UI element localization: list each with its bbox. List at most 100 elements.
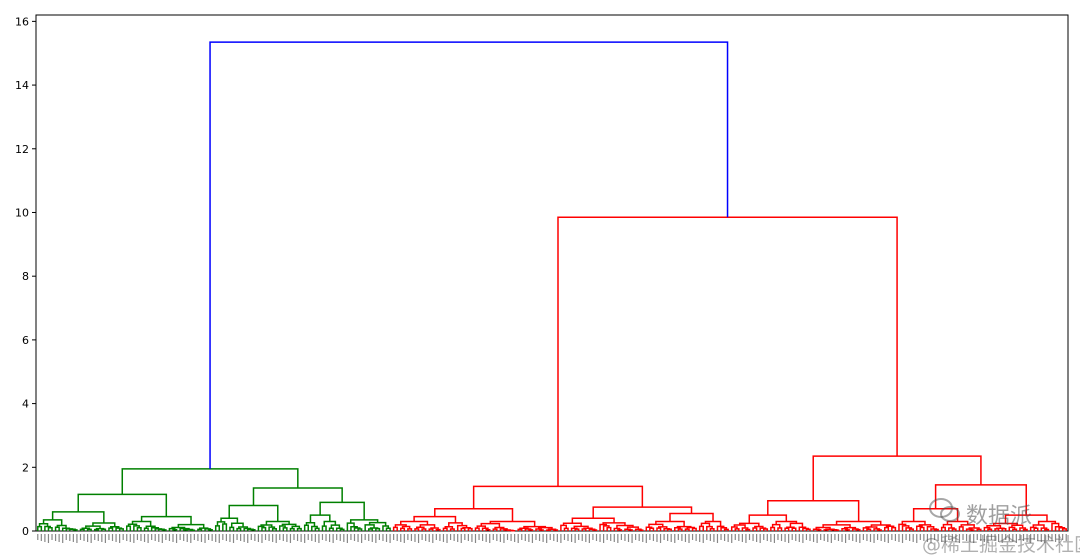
leaf-label-mark: [877, 534, 879, 540]
y-tick-label: 6: [22, 334, 29, 347]
leaf-label-mark: [570, 534, 573, 542]
leaf-label-mark: [193, 534, 195, 540]
leaf-label-mark: [197, 534, 199, 541]
leaf-label-mark: [328, 534, 331, 542]
leaf-label-mark: [296, 534, 299, 541]
dendrogram-link: [992, 522, 1019, 526]
leaf-label-mark: [823, 534, 825, 541]
y-tick-label: 12: [15, 143, 29, 156]
dendrogram-link: [883, 526, 890, 531]
dendrogram-link: [812, 455, 982, 501]
dendrogram-link: [986, 524, 1002, 529]
dendrogram-link: [535, 528, 543, 531]
leaf-label-mark: [524, 534, 526, 541]
leaf-label-mark: [442, 534, 445, 542]
leaf-label-mark: [250, 534, 252, 540]
dendrogram-link: [523, 525, 547, 529]
leaf-label-mark: [901, 534, 904, 543]
leaf-label-mark: [820, 534, 822, 540]
dendrogram-link: [791, 527, 797, 531]
dendrogram-link: [198, 527, 209, 530]
dendrogram-link: [686, 526, 696, 530]
leaf-label-mark: [371, 534, 373, 542]
leaf-label-mark: [884, 534, 886, 542]
dendrogram-link: [663, 527, 671, 531]
dendrogram-link: [392, 526, 398, 531]
dendrogram-link: [976, 528, 982, 531]
dendrogram-link: [261, 526, 267, 531]
leaf-label-mark: [478, 534, 480, 540]
leaf-label-mark: [225, 534, 227, 541]
dendrogram-link: [898, 523, 907, 531]
dendrogram-link: [873, 528, 881, 531]
leaf-label-mark: [969, 534, 971, 542]
leaf-label-mark: [439, 534, 441, 541]
leaf-label-mark: [47, 534, 50, 543]
leaf-label-mark: [126, 534, 128, 541]
leaf-label-mark: [279, 534, 281, 540]
leaf-label-mark: [336, 534, 338, 540]
leaf-label-mark: [727, 534, 729, 542]
dendrogram-link: [413, 515, 457, 523]
leaf-label-mark: [62, 534, 64, 543]
leaf-label-mark: [930, 534, 932, 543]
leaf-label-mark: [812, 534, 815, 542]
dendrogram-link: [573, 525, 589, 529]
leaf-label-mark: [425, 534, 427, 541]
dendrogram-link: [296, 527, 302, 531]
dendrogram-link: [812, 528, 820, 531]
dendrogram-link: [481, 527, 489, 531]
leaf-label-mark: [400, 534, 402, 542]
dendrogram-link: [592, 506, 693, 519]
leaf-label-mark: [1044, 534, 1046, 543]
dendrogram-link: [648, 523, 664, 528]
leaf-label-mark: [887, 534, 889, 543]
leaf-label-mark: [691, 534, 694, 540]
leaf-label-mark: [713, 534, 715, 542]
leaf-label-mark: [1051, 534, 1053, 541]
leaf-label-mark: [610, 534, 612, 541]
leaf-label-mark: [944, 534, 946, 543]
dendrogram-link: [47, 526, 53, 531]
dendrogram-link: [472, 485, 644, 509]
dendrogram-link: [42, 519, 63, 526]
y-axis: 0 2 4 6 8 10 12 14 16: [15, 15, 36, 538]
leaf-label-mark: [183, 534, 185, 541]
leaf-label-mark: [1001, 534, 1003, 543]
leaf-label-mark: [410, 534, 413, 541]
leaf-label-mark: [531, 534, 534, 543]
leaf-label-mark: [862, 534, 864, 540]
dendrogram-link: [140, 515, 192, 525]
leaf-label-mark: [592, 534, 594, 540]
y-tick-label: 10: [15, 206, 29, 219]
leaf-label-mark: [983, 534, 985, 542]
dendrogram-link: [214, 525, 221, 531]
leaf-label-mark: [268, 534, 270, 541]
leaf-label-mark: [69, 534, 71, 541]
dendrogram-link: [369, 527, 379, 530]
leaf-label-mark: [802, 534, 804, 543]
leaf-label-mark: [848, 534, 850, 540]
dendrogram-link: [865, 526, 878, 529]
leaf-label-mark: [1005, 534, 1007, 540]
leaf-label-mark: [190, 534, 192, 543]
leaf-label-mark: [474, 534, 477, 543]
leaf-label-mark: [585, 534, 587, 542]
leaf-label-mark: [773, 534, 776, 543]
leaf-label-mark: [752, 534, 754, 541]
leaf-label-mark: [254, 534, 256, 541]
dendrogram-link: [919, 526, 925, 531]
leaf-label-mark: [909, 534, 911, 541]
leaf-label-mark: [460, 534, 462, 543]
leaf-label-mark: [435, 534, 437, 540]
dendrogram-link: [634, 528, 642, 531]
leaf-label-mark: [759, 534, 761, 543]
dendrogram-link: [528, 529, 534, 531]
leaf-label-mark: [912, 534, 914, 542]
y-tick-label: 4: [22, 398, 29, 411]
leaf-label-mark: [688, 534, 690, 543]
dendrogram-link: [645, 526, 653, 531]
leaf-label-mark: [375, 534, 377, 543]
dendrogram-link: [400, 520, 429, 525]
leaf-label-mark: [581, 534, 583, 541]
